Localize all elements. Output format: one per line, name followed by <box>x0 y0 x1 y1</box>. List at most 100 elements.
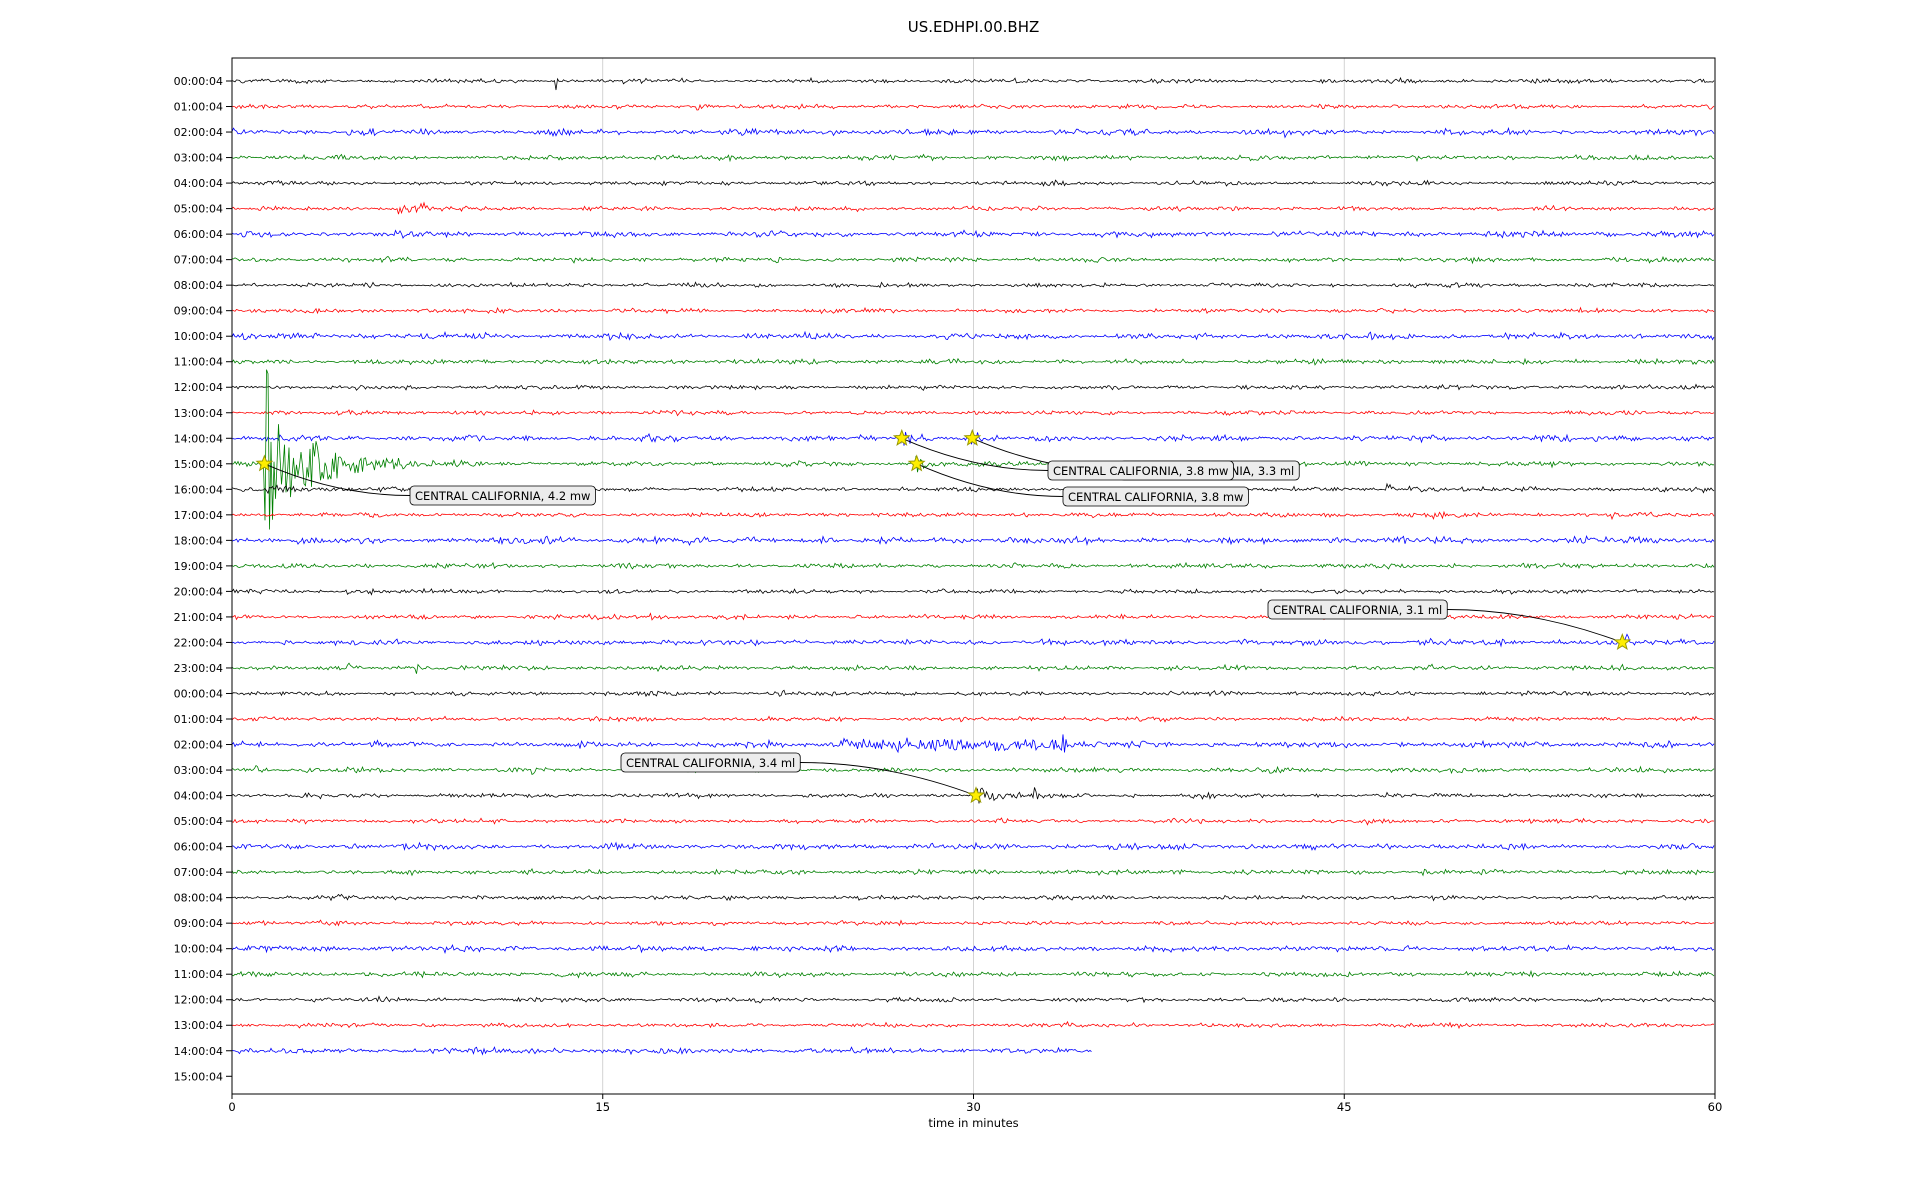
row-time-label: 01:00:04 <box>174 101 223 114</box>
axes: 0 15 30 45 60 00:00:04 01:00:04 02:00:04 03:00:0… <box>174 57 1723 1114</box>
row-time-label: 09:00:04 <box>174 917 223 930</box>
seismic-trace <box>232 919 1715 927</box>
event-annotation: CENTRAL CALIFORNIA, 3.4 ml <box>620 752 801 773</box>
row-time-label: 08:00:04 <box>174 279 223 292</box>
event-star-icon <box>967 786 985 804</box>
seismic-trace <box>232 126 1715 139</box>
seismic-trace <box>232 229 1715 239</box>
x-tick-label: 15 <box>595 1100 610 1114</box>
event-annotation-text: CENTRAL CALIFORNIA, 3.1 ml <box>1273 603 1442 617</box>
row-time-label: 08:00:04 <box>174 892 223 905</box>
row-time-label: 02:00:04 <box>174 126 223 139</box>
row-time-label: 13:00:04 <box>174 1019 223 1032</box>
annotation-connector <box>916 463 1064 497</box>
seismic-trace <box>232 715 1715 723</box>
row-time-label: 01:00:04 <box>174 713 223 726</box>
x-tick-label: 60 <box>1708 1100 1723 1114</box>
x-tick-label: 45 <box>1337 1100 1352 1114</box>
row-time-label: 05:00:04 <box>174 815 223 828</box>
gridlines <box>602 58 1345 1094</box>
event-annotation-box <box>409 485 596 506</box>
seismic-trace <box>232 535 1715 547</box>
row-time-label: 15:00:04 <box>174 458 223 471</box>
event-annotation: CENTRAL CALIFORNIA, 3.8 mw <box>1062 486 1249 507</box>
annotation-connector <box>800 762 977 796</box>
row-time-label: 14:00:04 <box>174 1045 223 1058</box>
row-time-label: 17:00:04 <box>174 509 223 522</box>
event-annotation: CENTRAL CALIFORNIA, 4.2 mw <box>409 485 596 506</box>
seismic-trace <box>232 969 1715 979</box>
seismic-trace <box>232 995 1715 1004</box>
row-time-label: 23:00:04 <box>174 662 223 675</box>
seismic-trace <box>232 330 1715 342</box>
seismic-trace <box>232 561 1715 570</box>
seismic-trace <box>232 633 1715 648</box>
seismic-trace <box>232 153 1715 163</box>
row-time-label: 06:00:04 <box>174 228 223 241</box>
row-time-label: 13:00:04 <box>174 407 223 420</box>
seismic-trace <box>232 841 1715 852</box>
row-time-label: 11:00:04 <box>174 968 223 981</box>
chart-title: US.EDHPI.00.BHZ <box>908 18 1040 36</box>
trace-rows <box>232 76 1715 1056</box>
seismic-trace <box>232 510 1715 521</box>
seismic-trace <box>232 612 1715 621</box>
row-time-label: 03:00:04 <box>174 152 223 165</box>
event-star-icon <box>892 428 911 446</box>
event-star-icon <box>1613 632 1632 651</box>
event-annotation-text: CENTRAL CALIFORNIA, 3.4 ml <box>626 756 795 770</box>
event-annotation-text: CENTRAL CALIFORNIA, 3.8 mw <box>1053 464 1228 478</box>
row-time-label: 19:00:04 <box>174 560 223 573</box>
seismic-trace <box>232 765 1715 775</box>
event-annotations: CENTRAL CALIFORNIA, 4.2 mw CENTRAL CALIFO… <box>255 428 1632 804</box>
row-time-label: 15:00:04 <box>174 1070 223 1083</box>
row-time-label: 00:00:04 <box>174 687 223 700</box>
seismic-trace <box>232 867 1715 877</box>
seismic-trace <box>232 281 1715 289</box>
event-star-icon <box>255 454 274 472</box>
event-star-icon <box>963 428 982 446</box>
seismic-trace <box>232 734 1715 754</box>
row-time-label: 21:00:04 <box>174 611 223 624</box>
event-annotation: CENTRAL CALIFORNIA, 3.1 ml <box>1267 599 1448 620</box>
seismic-trace <box>232 357 1715 366</box>
seismic-trace <box>232 662 1715 674</box>
annotation-connector <box>901 437 1049 471</box>
row-time-label: 07:00:04 <box>174 866 223 879</box>
seismic-trace <box>232 587 1715 596</box>
x-tick-label: 30 <box>966 1100 981 1114</box>
seismic-trace <box>232 1046 1092 1056</box>
annotation-connector <box>1447 609 1623 643</box>
row-time-label: 10:00:04 <box>174 943 223 956</box>
row-time-label: 18:00:04 <box>174 534 223 547</box>
seismic-trace <box>232 76 1715 91</box>
event-annotation-box <box>620 752 801 773</box>
seismic-trace <box>232 201 1715 215</box>
row-time-label: 05:00:04 <box>174 203 223 216</box>
event-annotation-text: CENTRAL CALIFORNIA, 3.8 mw <box>1068 490 1243 504</box>
seismic-trace <box>232 689 1715 698</box>
row-time-label: 14:00:04 <box>174 432 223 445</box>
seismic-trace <box>232 369 1714 530</box>
x-tick-label: 0 <box>228 1100 235 1114</box>
annotation-connector <box>264 463 411 496</box>
row-time-label: 10:00:04 <box>174 330 223 343</box>
seismic-trace <box>232 944 1715 954</box>
event-star-icon <box>907 454 926 472</box>
x-axis-label: time in minutes <box>928 1116 1018 1130</box>
row-time-label: 06:00:04 <box>174 841 223 854</box>
seismic-trace <box>232 383 1715 391</box>
event-annotation-box <box>1267 599 1448 620</box>
seismic-trace <box>232 255 1715 265</box>
row-time-label: 12:00:04 <box>174 994 223 1007</box>
row-time-label: 02:00:04 <box>174 739 223 752</box>
row-time-label: 11:00:04 <box>174 356 223 369</box>
row-time-label: 04:00:04 <box>174 177 223 190</box>
row-time-label: 04:00:04 <box>174 790 223 803</box>
row-time-label: 03:00:04 <box>174 764 223 777</box>
row-time-label: 22:00:04 <box>174 636 223 649</box>
seismic-trace <box>232 893 1715 902</box>
